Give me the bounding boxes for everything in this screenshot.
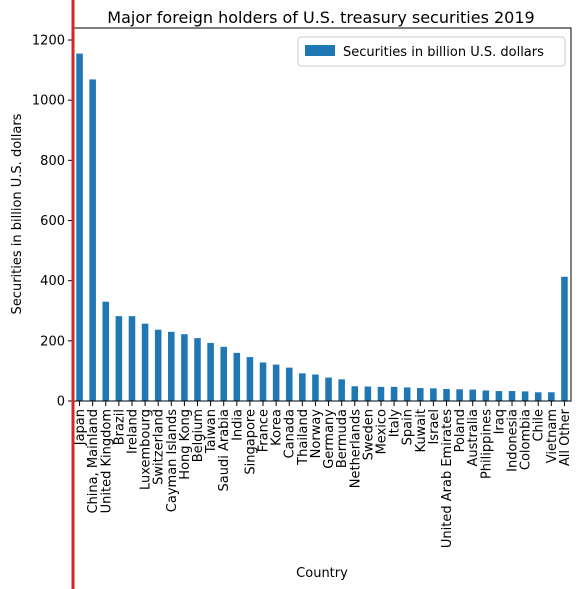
- bar: [430, 388, 437, 401]
- x-tick-label: Chile: [532, 409, 547, 442]
- chart-title: Major foreign holders of U.S. treasury s…: [107, 8, 534, 27]
- bar: [561, 276, 568, 401]
- x-tick-label: Iraq: [492, 409, 507, 434]
- bar: [469, 389, 476, 401]
- bar: [417, 388, 424, 401]
- bar: [128, 316, 136, 401]
- bar: [246, 357, 254, 401]
- x-tick-label: Italy: [388, 409, 403, 438]
- x-tick-label: Sweden: [361, 409, 376, 460]
- bar: [521, 391, 529, 401]
- y-tick-label: 1200: [32, 34, 65, 49]
- x-tick-label: Vietnam: [545, 409, 560, 463]
- bar: [154, 329, 162, 401]
- x-tick-label: Germany: [322, 409, 337, 469]
- x-tick-label: Taiwan: [204, 409, 219, 454]
- bar: [534, 392, 542, 401]
- x-tick-label: United Arab Emirates: [440, 409, 455, 548]
- x-tick-label: Canada: [283, 409, 298, 458]
- x-tick-label: Bermuda: [335, 409, 350, 468]
- bar: [443, 388, 450, 401]
- x-tick-label: Cayman Islands: [165, 409, 180, 512]
- x-tick-label: Saudi Arabia: [217, 409, 232, 492]
- bar: [194, 338, 201, 401]
- x-tick-label: Thailand: [296, 409, 311, 466]
- bar: [351, 386, 359, 401]
- bar: [390, 386, 398, 401]
- x-tick-label: United Kingdom: [99, 409, 114, 513]
- bar-series: [76, 53, 568, 402]
- bar: [220, 346, 227, 401]
- bar: [207, 342, 214, 401]
- bar: [403, 387, 411, 401]
- bar: [377, 386, 385, 401]
- bar: [312, 374, 319, 401]
- x-tick-label: Colombia: [519, 409, 534, 470]
- bar: [102, 301, 110, 401]
- y-axis: 0 200 400 600 800 1000 1200: [32, 34, 73, 410]
- bar: [115, 316, 123, 401]
- bar: [259, 362, 267, 401]
- x-tick-label: France: [257, 409, 272, 452]
- y-tick-label: 200: [40, 334, 65, 349]
- y-tick-label: 400: [40, 274, 65, 289]
- x-tick-label: Hong Kong: [178, 409, 193, 480]
- x-tick-label: Japan: [73, 409, 88, 446]
- x-tick-label: India: [230, 409, 245, 441]
- x-tick-label: Australia: [466, 409, 481, 467]
- legend-label: Securities in billion U.S. dollars: [343, 45, 544, 60]
- bar: [495, 391, 503, 401]
- bar: [233, 352, 241, 401]
- x-tick-label: China, Mainland: [86, 409, 101, 514]
- bar: [181, 334, 188, 401]
- bar: [548, 392, 555, 401]
- x-tick-label: Ireland: [125, 409, 140, 454]
- bar: [89, 79, 96, 402]
- x-tick-label: Spain: [401, 409, 416, 445]
- legend: Securities in billion U.S. dollars: [297, 36, 566, 67]
- bar: [141, 323, 149, 401]
- y-axis-label: Securities in billion U.S. dollars: [10, 113, 25, 314]
- x-tick-label: All Other: [558, 408, 573, 466]
- x-tick-label: Kuwait: [414, 409, 429, 452]
- x-tick-label: Brazil: [112, 409, 127, 445]
- bar: [76, 53, 83, 402]
- legend-box: [297, 36, 566, 67]
- bar: [338, 379, 345, 401]
- x-tick-label: Indonesia: [506, 409, 521, 472]
- x-tick-label: Norway: [309, 409, 324, 459]
- bar: [285, 367, 293, 401]
- legend-swatch: [305, 45, 335, 56]
- x-tick-label: Belgium: [191, 409, 206, 462]
- bar: [508, 391, 516, 401]
- x-tick-label: Switzerland: [152, 409, 167, 485]
- x-tick-label: Singapore: [243, 409, 258, 475]
- y-tick-label: 800: [40, 154, 65, 169]
- bar: [364, 386, 372, 401]
- bar: [482, 390, 490, 401]
- bar: [456, 389, 463, 401]
- x-tick-label: Luxembourg: [139, 409, 154, 490]
- x-tick-label: Israel: [427, 409, 442, 445]
- y-tick-label: 600: [40, 214, 65, 229]
- bar: [299, 373, 306, 401]
- bar: [325, 377, 332, 401]
- x-axis-label: Country: [296, 566, 348, 581]
- bar: [272, 364, 280, 401]
- x-tick-label: Mexico: [374, 409, 389, 454]
- x-tick-label: Poland: [453, 409, 468, 452]
- x-tick-label: Korea: [270, 409, 285, 446]
- y-tick-label: 1000: [32, 94, 65, 109]
- x-tick-label: Philippines: [479, 409, 494, 479]
- x-tick-label: Netherlands: [348, 409, 363, 488]
- bar: [168, 331, 175, 401]
- y-tick-label: 0: [57, 395, 65, 410]
